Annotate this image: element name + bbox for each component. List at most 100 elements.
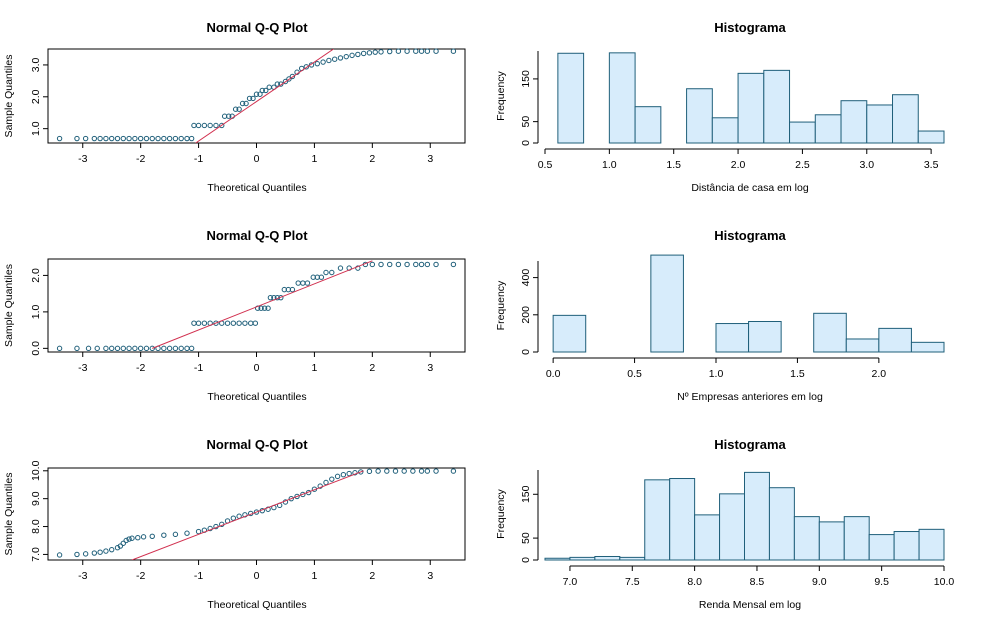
histogram-bar	[814, 114, 842, 144]
qq-point	[132, 135, 138, 142]
y-tick-label: 1.0	[30, 121, 42, 136]
qq-point	[392, 468, 399, 474]
qq-point	[418, 468, 425, 474]
qq-reference-line	[131, 470, 364, 560]
y-tick-label: 0	[520, 140, 532, 146]
y-tick-label: 50	[520, 116, 532, 128]
x-tick-label: 2	[369, 570, 375, 582]
qq-point	[253, 91, 260, 97]
qq-point	[135, 534, 141, 541]
histogram-bar	[868, 534, 895, 561]
qq-point	[161, 532, 167, 538]
qq-point	[282, 78, 289, 85]
qq-point	[120, 135, 126, 142]
histogram-bar	[634, 106, 662, 144]
qq-point	[201, 320, 208, 326]
qq-point	[413, 48, 419, 54]
qq-point	[126, 135, 132, 142]
qq-point	[286, 76, 292, 82]
panel-3: Normal Q-Q Plot Theoretical Quantiles Samp…	[3, 228, 466, 403]
qq-point	[450, 468, 457, 474]
histogram-bar	[768, 487, 795, 561]
qq-point	[213, 122, 219, 129]
qq-point	[137, 345, 144, 352]
qq-point	[74, 551, 80, 558]
x-tick-label: 2.0	[872, 368, 887, 380]
x-axis-label: Theoretical Quantiles	[207, 599, 306, 611]
qq-point	[404, 261, 410, 268]
x-tick-label: 9.0	[812, 576, 827, 588]
qq-point	[300, 491, 306, 498]
histogram-bar	[719, 493, 745, 561]
x-axis-label: Theoretical Quantiles	[207, 391, 306, 403]
histogram-bar	[845, 338, 880, 353]
y-tick-label: 9.0	[30, 491, 42, 506]
qq-point	[140, 534, 147, 540]
histogram-bar	[917, 130, 945, 144]
qq-point	[126, 345, 132, 352]
x-tick-label: -3	[78, 362, 87, 374]
qq-point	[433, 48, 439, 54]
y-tick-label: 7.0	[30, 547, 42, 562]
x-tick-label: 2	[369, 362, 375, 374]
qq-point	[207, 525, 213, 532]
chart-title: Normal Q-Q Plot	[206, 228, 308, 243]
qq-point	[329, 269, 335, 276]
qq-point	[395, 261, 402, 268]
x-tick-label: -2	[136, 153, 145, 165]
x-tick-label: 0.0	[546, 368, 561, 380]
qq-point	[248, 320, 254, 326]
qq-point	[433, 468, 439, 474]
y-tick-label: 2.0	[30, 268, 42, 283]
qq-point	[288, 495, 294, 502]
histogram-bar	[878, 327, 912, 353]
qq-point	[230, 515, 237, 521]
x-tick-label: -1	[194, 570, 203, 582]
qq-point	[289, 286, 296, 293]
x-tick-label: -3	[78, 570, 87, 582]
qq-point	[94, 345, 100, 352]
qq-point	[172, 135, 179, 142]
y-tick-label: 1.0	[30, 304, 42, 319]
histogram-bar	[619, 556, 646, 561]
x-tick-label: 0.5	[627, 368, 642, 380]
qq-point	[366, 468, 373, 475]
qq-point	[323, 269, 329, 276]
histogram-bar	[557, 52, 585, 144]
qq-point	[191, 320, 197, 326]
qq-point	[378, 261, 384, 268]
qq-point	[103, 135, 109, 142]
qq-point	[346, 470, 352, 477]
qq-point	[213, 320, 219, 326]
y-tick-label: 150	[520, 485, 532, 503]
qq-point	[226, 113, 232, 119]
qq-point	[387, 48, 393, 55]
histogram-bar	[544, 557, 571, 561]
qq-point	[178, 345, 184, 352]
x-tick-label: -2	[136, 362, 145, 374]
qq-point	[258, 305, 264, 311]
qq-point	[450, 261, 457, 268]
y-axis-label: Frequency	[495, 488, 507, 538]
qq-point	[149, 345, 155, 352]
qq-point	[195, 528, 202, 535]
qq-point	[387, 261, 393, 268]
qq-point	[149, 533, 155, 540]
qq-point	[243, 100, 249, 107]
qq-point	[97, 135, 103, 142]
qq-point	[418, 48, 425, 54]
qq-point	[395, 48, 402, 54]
x-tick-label: -2	[136, 570, 145, 582]
histogram-bar	[711, 117, 739, 144]
y-tick-label: 150	[520, 70, 532, 88]
x-tick-label: 2.0	[731, 159, 746, 171]
y-tick-label: 2.0	[30, 89, 42, 104]
x-tick-label: -1	[194, 362, 203, 374]
qq-point	[109, 345, 115, 352]
qq-point	[191, 122, 197, 129]
qq-point	[201, 122, 208, 129]
histogram-bar	[737, 72, 765, 144]
qq-point	[246, 95, 253, 102]
qq-point	[91, 550, 98, 556]
qq-point	[358, 469, 364, 475]
